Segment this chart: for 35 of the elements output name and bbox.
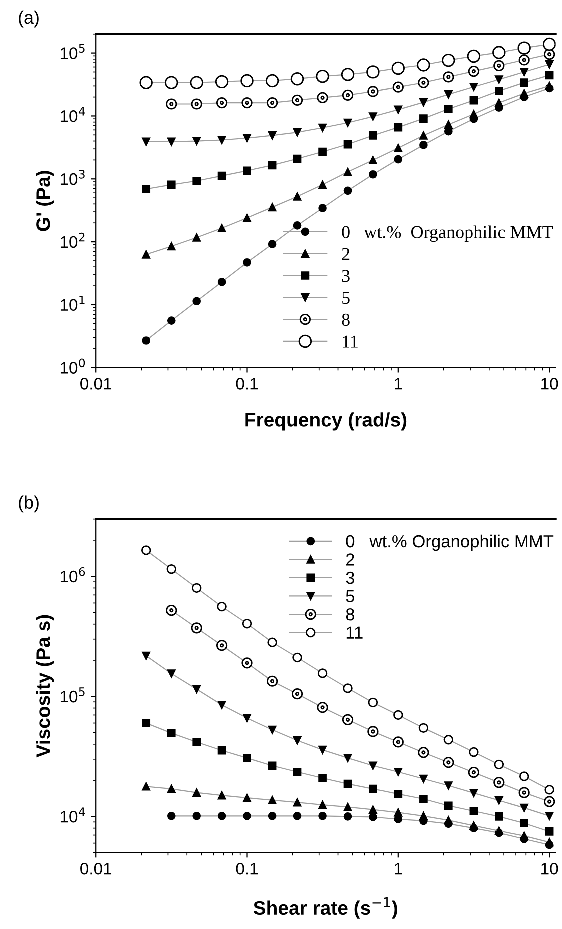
y-tick-label: 10$^{0}$ bbox=[60, 358, 86, 374]
legend-label: 2 bbox=[342, 248, 350, 260]
legend-label: 0 wt.% Organophilic MMT bbox=[342, 226, 554, 242]
y-tick-label: 10$^{4}$ bbox=[60, 107, 86, 122]
x-tick-label: 10 bbox=[542, 378, 558, 390]
y-tick-label: 10$^{5}$ bbox=[60, 688, 85, 703]
legend-label: 0 wt.% Organophilic MMT bbox=[346, 534, 554, 552]
legend-label: 3 bbox=[342, 270, 350, 282]
x-tick-label: 1 bbox=[395, 863, 402, 875]
y-tick-label: 10$^{5}$ bbox=[60, 44, 85, 60]
text: (a) bbox=[19, 10, 39, 28]
y-axis-title: Viscosity (Pa s) bbox=[36, 615, 54, 758]
legend-label: 2 bbox=[346, 554, 354, 566]
y-tick-label: 10$^{6}$ bbox=[60, 567, 86, 583]
x-axis-title: Frequency (rad/s) bbox=[246, 412, 407, 431]
y-tick-label: 10$^{2}$ bbox=[60, 232, 85, 248]
x-tick-label: 0.1 bbox=[236, 862, 258, 875]
y-tick-label: 10$^{1}$ bbox=[60, 296, 85, 312]
x-tick-label: 1 bbox=[395, 378, 402, 390]
legend-label: 8 bbox=[342, 314, 350, 326]
legend-label: 11 bbox=[346, 626, 363, 639]
y-axis-title: G' (Pa) bbox=[36, 171, 54, 232]
x-tick-label: 0.01 bbox=[80, 378, 112, 390]
x-axis-title: Shear rate (s$^{−1}$) bbox=[254, 898, 398, 919]
y-tick-label: 10$^{3}$ bbox=[60, 170, 85, 186]
legend-label: 5 bbox=[342, 292, 350, 304]
x-tick-label: 0.01 bbox=[80, 862, 112, 875]
x-tick-label: 0.1 bbox=[236, 378, 258, 390]
legend-label: 11 bbox=[343, 336, 358, 348]
legend-label: 5 bbox=[346, 590, 355, 602]
x-tick-label: 10 bbox=[542, 862, 558, 875]
legend-label: 8 bbox=[346, 608, 355, 621]
text: (b) bbox=[19, 496, 39, 513]
legend-label: 3 bbox=[346, 572, 354, 584]
y-tick-label: 10$^{4}$ bbox=[60, 808, 86, 823]
